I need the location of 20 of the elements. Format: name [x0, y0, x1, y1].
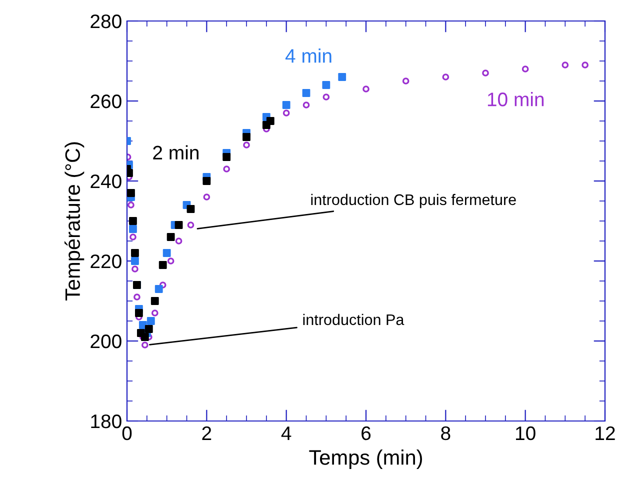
x-axis-title: Temps (min) [309, 450, 422, 469]
y-tick-label: 260 [90, 94, 122, 108]
x-tick-label: 2 [202, 426, 212, 440]
series-label: 4 min [285, 48, 332, 63]
annotation: introduction CB puis fermeture [311, 194, 516, 208]
y-tick-label: 280 [90, 14, 122, 28]
y-axis-title: Température (°C) [64, 142, 84, 301]
x-tick-label: 12 [596, 426, 615, 440]
series-label: 10 min [488, 92, 544, 106]
y-tick-label: 180 [91, 414, 122, 428]
series-label: 2 min [153, 145, 198, 160]
x-tick-label: 4 [281, 426, 292, 440]
y-tick-label: 240 [90, 174, 122, 188]
x-tick-label: 0 [122, 426, 132, 440]
y-tick-label: 220 [90, 254, 122, 268]
annotation: introduction Pa [303, 314, 404, 326]
y-tick-label: 200 [90, 334, 122, 348]
x-tick-label: 10 [516, 426, 536, 440]
x-tick-label: 8 [441, 426, 450, 440]
x-tick-label: 6 [362, 426, 371, 440]
